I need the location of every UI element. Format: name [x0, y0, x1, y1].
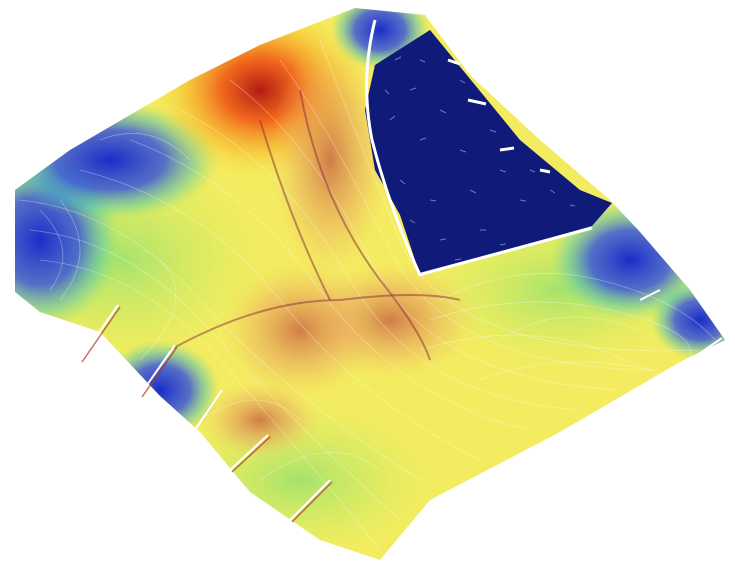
- flow-visualization: [0, 0, 735, 574]
- page: (() => { const data = JSON.parse(documen…: [0, 0, 735, 574]
